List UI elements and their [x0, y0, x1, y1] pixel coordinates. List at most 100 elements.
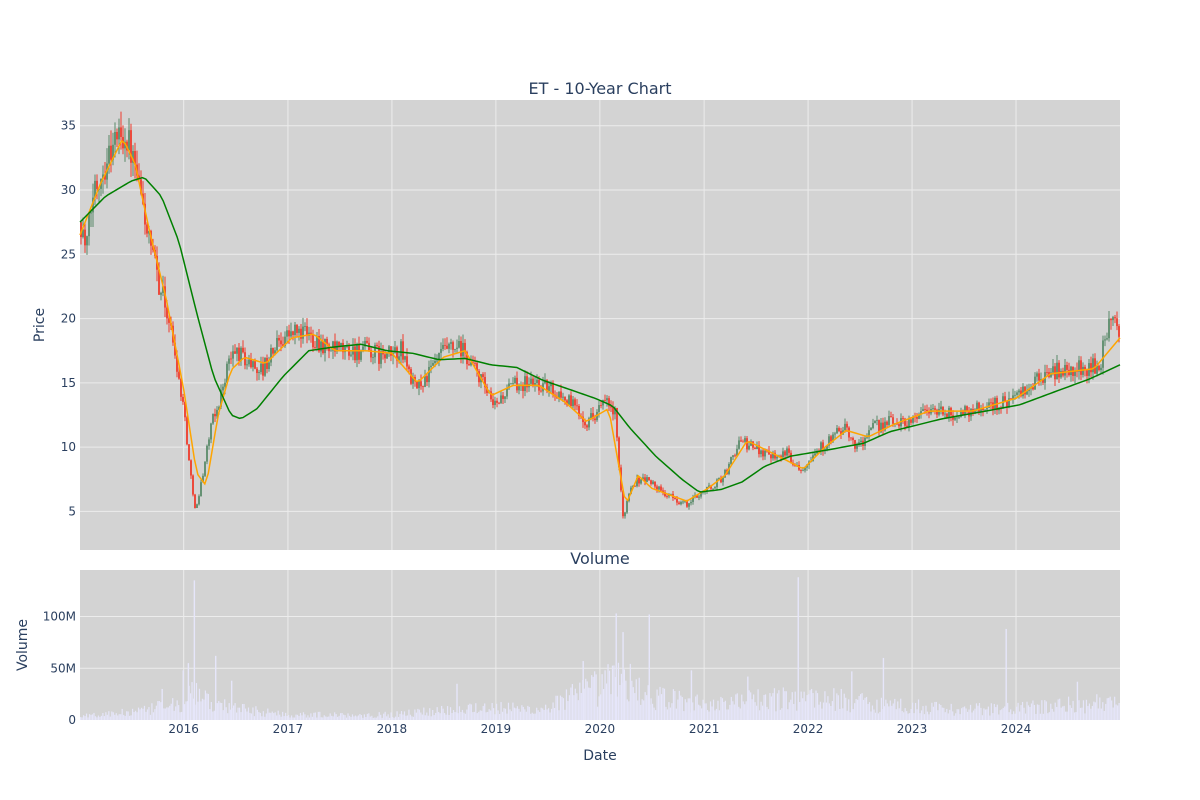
volume-bar	[827, 696, 829, 720]
price-candle-body	[1010, 398, 1012, 400]
volume-bar	[873, 709, 875, 720]
volume-bar	[444, 713, 446, 720]
price-candle-body	[384, 354, 386, 359]
price-candle-body	[398, 356, 400, 361]
volume-bar	[283, 716, 285, 720]
volume-bar	[1070, 707, 1073, 720]
price-candle-body	[1020, 390, 1022, 397]
volume-bar	[705, 703, 707, 720]
volume-bar	[201, 698, 204, 720]
price-candle-body	[940, 406, 942, 410]
volume-bar	[753, 694, 755, 720]
price-candle-body	[84, 229, 86, 246]
price-candle-body	[840, 431, 842, 435]
volume-bar	[577, 700, 579, 720]
price-candle-body	[1032, 387, 1034, 390]
volume-bar	[1053, 711, 1055, 720]
volume-bar	[1088, 703, 1090, 720]
price-candle-body	[530, 378, 532, 384]
volume-bar	[469, 703, 471, 720]
volume-bar	[311, 716, 313, 720]
volume-bar	[97, 715, 100, 720]
price-candle-body	[220, 390, 222, 407]
volume-bar	[233, 705, 235, 720]
volume-bar	[971, 712, 973, 720]
volume-bar	[843, 693, 845, 720]
price-candle-body	[784, 451, 786, 456]
price-candle-body	[552, 382, 554, 395]
volume-bar	[109, 716, 111, 720]
volume-spike-bar	[193, 580, 196, 720]
volume-bar	[362, 717, 364, 720]
price-candle-body	[648, 477, 650, 481]
volume-bar	[559, 695, 562, 720]
volume-bar	[267, 708, 269, 720]
volume-bar	[758, 710, 761, 720]
volume-bar	[1115, 704, 1117, 720]
price-candle-body	[622, 490, 624, 517]
price-candle-body	[222, 386, 224, 391]
volume-bar	[980, 707, 982, 720]
volume-bar	[1105, 703, 1107, 720]
price-candle-body	[242, 347, 244, 353]
volume-bar	[602, 689, 605, 720]
price-candle-body	[350, 354, 352, 356]
volume-bar	[1032, 700, 1034, 720]
price-candle-body	[1096, 365, 1098, 374]
volume-bar	[754, 702, 756, 720]
volume-bar	[984, 709, 986, 720]
price-candle-body	[492, 399, 494, 406]
volume-bar	[567, 701, 569, 720]
volume-bar	[711, 706, 713, 720]
price-candle-body	[268, 362, 270, 369]
volume-bar	[901, 711, 903, 720]
volume-bar	[800, 691, 802, 720]
price-chart-title: ET - 10-Year Chart	[529, 79, 672, 98]
volume-bar	[969, 704, 972, 720]
volume-bar	[553, 708, 556, 720]
price-candle-body	[678, 502, 680, 505]
volume-bar	[812, 693, 814, 720]
price-candle-body	[820, 442, 822, 451]
volume-bar	[533, 713, 535, 720]
volume-bar	[344, 715, 346, 720]
volume-bar	[452, 710, 455, 720]
volume-bar	[516, 706, 518, 720]
volume-bar	[295, 714, 297, 720]
price-candle-body	[956, 417, 958, 419]
volume-bar	[259, 712, 261, 720]
volume-bar	[1065, 711, 1067, 720]
volume-bar	[761, 705, 764, 720]
volume-bar	[589, 687, 591, 720]
price-candle-body	[194, 494, 196, 509]
volume-bar	[1099, 697, 1101, 720]
volume-bar	[702, 699, 704, 720]
volume-spike-bar	[622, 632, 624, 720]
volume-bar	[919, 713, 921, 720]
volume-bar	[742, 701, 744, 720]
volume-bar	[390, 712, 392, 720]
volume-bar	[830, 705, 832, 720]
price-candle-body	[408, 366, 410, 370]
volume-bar	[1029, 706, 1031, 720]
volume-bar	[576, 693, 578, 720]
volume-bar	[142, 708, 144, 720]
volume-bar	[151, 703, 153, 720]
price-candle-body	[460, 341, 462, 357]
volume-bar	[158, 701, 160, 720]
price-candle-body	[688, 503, 690, 507]
price-candle-body	[898, 424, 900, 427]
volume-bar	[405, 715, 407, 720]
price-candle-body	[482, 374, 484, 377]
volume-bar	[539, 711, 541, 720]
price-candle-body	[124, 141, 126, 149]
volume-bar	[750, 692, 752, 720]
volume-bar	[102, 712, 104, 720]
volume-bar	[479, 710, 481, 720]
price-candle-body	[878, 420, 880, 433]
price-gridlines	[80, 100, 1120, 550]
volume-bar	[173, 710, 175, 720]
volume-bar	[243, 704, 245, 720]
price-candle-body	[642, 477, 644, 480]
volume-bar	[203, 699, 205, 720]
